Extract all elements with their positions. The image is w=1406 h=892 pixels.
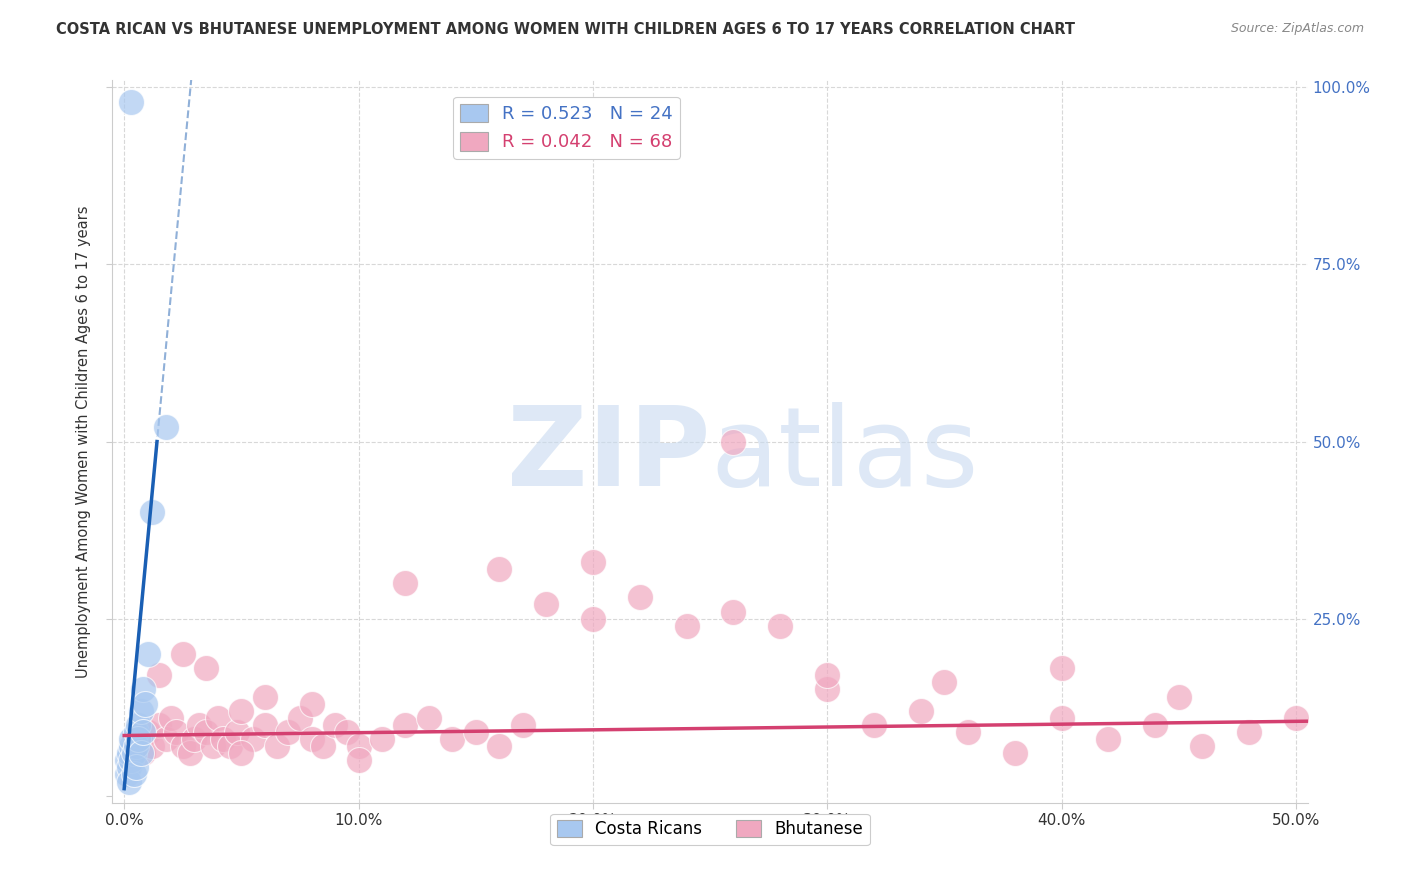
Point [418,711,440,725]
Point [815,668,838,682]
Point [132,682,155,697]
Point [155,420,177,434]
Y-axis label: Unemployment Among Women with Children Ages 6 to 17 years: Unemployment Among Women with Children A… [76,205,91,678]
Point [136,647,159,661]
Text: ZIP: ZIP [506,402,710,509]
Point [769,618,792,632]
Point [155,732,177,747]
Point [125,725,148,739]
Point [1285,711,1308,725]
Text: Source: ZipAtlas.com: Source: ZipAtlas.com [1230,22,1364,36]
Point [288,711,311,725]
Point [118,760,141,774]
Point [1004,746,1026,760]
Point [441,732,464,747]
Text: atlas: atlas [710,402,979,509]
Point [934,675,956,690]
Point [148,668,170,682]
Point [312,739,335,753]
Point [120,753,142,767]
Point [122,767,145,781]
Point [1097,732,1119,747]
Point [336,725,359,739]
Point [188,718,211,732]
Point [129,746,152,760]
Point [195,661,218,675]
Point [723,434,745,449]
Point [371,732,394,747]
Point [675,618,697,632]
Point [464,725,486,739]
Point [910,704,932,718]
Point [134,697,156,711]
Point [125,732,148,747]
Point [1050,711,1073,725]
Point [179,746,201,760]
Point [1237,725,1260,739]
Point [512,718,534,732]
Point [207,711,229,725]
Point [165,725,187,739]
Point [723,605,745,619]
Point [266,739,288,753]
Point [125,760,148,774]
Point [394,576,416,591]
Point [956,725,979,739]
Point [1191,739,1213,753]
Point [115,753,138,767]
Point [202,739,225,753]
Point [141,505,163,519]
Point [120,732,142,747]
Point [132,725,155,739]
Point [253,718,276,732]
Point [122,746,145,760]
Point [815,682,838,697]
Point [1144,718,1167,732]
Point [231,746,253,760]
Point [118,746,141,760]
Legend: Costa Ricans, Bhutanese: Costa Ricans, Bhutanese [551,814,869,845]
Point [534,598,557,612]
Point [488,739,510,753]
Point [148,718,170,732]
Point [120,95,142,109]
Point [253,690,276,704]
Point [582,612,605,626]
Point [225,725,247,739]
Point [211,732,233,747]
Point [195,725,218,739]
Point [160,711,183,725]
Point [231,704,253,718]
Point [183,732,205,747]
Point [628,591,651,605]
Point [1167,690,1189,704]
Point [141,739,163,753]
Text: COSTA RICAN VS BHUTANESE UNEMPLOYMENT AMONG WOMEN WITH CHILDREN AGES 6 TO 17 YEA: COSTA RICAN VS BHUTANESE UNEMPLOYMENT AM… [56,22,1076,37]
Point [129,704,152,718]
Point [127,732,149,747]
Point [301,697,323,711]
Point [301,732,323,747]
Point [1050,661,1073,675]
Point [323,718,346,732]
Point [132,746,155,760]
Point [120,739,142,753]
Point [118,774,141,789]
Point [127,718,149,732]
Point [488,562,510,576]
Point [172,739,194,753]
Point [172,647,194,661]
Point [136,725,159,739]
Point [347,753,370,767]
Point [582,555,605,569]
Point [125,739,148,753]
Point [242,732,264,747]
Point [115,767,138,781]
Point [347,739,370,753]
Point [277,725,299,739]
Point [218,739,240,753]
Point [863,718,886,732]
Point [394,718,416,732]
